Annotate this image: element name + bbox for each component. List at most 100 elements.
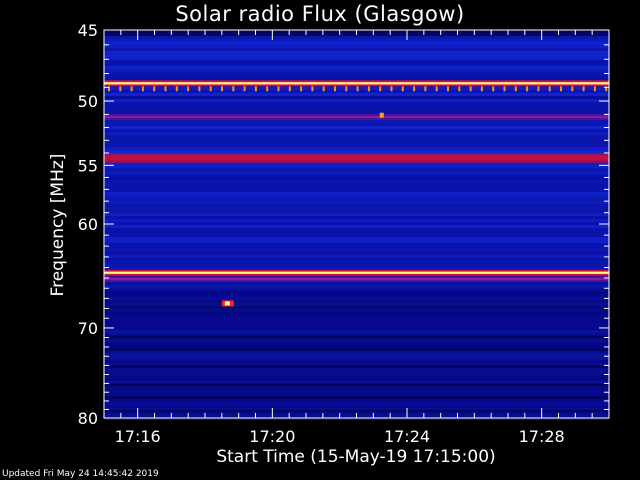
interference-spike [492, 86, 495, 92]
heatmap-row [104, 150, 609, 153]
heatmap-row [104, 231, 609, 234]
heatmap-row [104, 282, 609, 285]
heatmap-row [104, 312, 609, 315]
interference-spike [480, 86, 483, 92]
interference-spike [345, 86, 348, 92]
heatmap-row [104, 246, 609, 249]
x-tick-label: 17:16 [115, 427, 161, 446]
heatmap-row [104, 255, 609, 258]
heatmap-row [104, 354, 609, 357]
heatmap-row [104, 63, 609, 66]
heatmap-row [104, 183, 609, 186]
frequency-band [104, 271, 609, 274]
heatmap-dark-line [104, 365, 609, 368]
x-axis-label: Start Time (15-May-19 17:15:00) [216, 447, 495, 467]
heatmap-row [104, 90, 609, 93]
heatmap-low-region [104, 288, 609, 418]
chart-axes: 45 50 55 60 70 80 17:16 17:20 17:24 17:28 [78, 21, 610, 446]
heatmap-row [104, 72, 609, 75]
heatmap-row [104, 357, 609, 360]
heatmap-row [104, 324, 609, 327]
heatmap-row [104, 294, 609, 297]
burst-point [379, 112, 384, 118]
heatmap-row [104, 135, 609, 138]
heatmap-row [104, 366, 609, 369]
heatmap-dark-line [104, 335, 609, 338]
heatmap-row [104, 327, 609, 330]
heatmap-row [104, 237, 609, 240]
heatmap-row [104, 174, 609, 177]
heatmap-row [104, 123, 609, 126]
interference-spike [571, 86, 574, 92]
heatmap-row [104, 330, 609, 333]
interference-spike [458, 86, 461, 92]
heatmap-row [104, 204, 609, 207]
heatmap-row [104, 198, 609, 201]
heatmap-row [104, 216, 609, 219]
heatmap-row [104, 195, 609, 198]
heatmap-row [104, 186, 609, 189]
y-tick-label: 80 [78, 409, 98, 428]
heatmap-row [104, 93, 609, 96]
heatmap-row [104, 372, 609, 375]
heatmap-row [104, 48, 609, 51]
heatmap-row [104, 360, 609, 363]
heatmap-row [104, 291, 609, 294]
heatmap-row [104, 105, 609, 108]
heatmap-row [104, 177, 609, 180]
interference-spike [469, 86, 472, 92]
burst-core [224, 301, 230, 306]
heatmap-row [104, 219, 609, 222]
heatmap-row [104, 342, 609, 345]
heatmap-row [104, 75, 609, 78]
heatmap-row [104, 102, 609, 105]
heatmap-row [104, 339, 609, 342]
interference-spike [582, 86, 585, 92]
heatmap-row [104, 66, 609, 69]
heatmap-row [104, 303, 609, 306]
heatmap-row [104, 189, 609, 192]
interference-spike [367, 86, 370, 92]
heatmap-row [104, 288, 609, 291]
x-tick-label: 17:24 [384, 427, 430, 446]
interference-spike [435, 86, 438, 92]
interference-spike [141, 86, 144, 92]
heatmap-row [104, 222, 609, 225]
heatmap-row [104, 318, 609, 321]
heatmap-row [104, 78, 609, 81]
heatmap-row [104, 249, 609, 252]
heatmap-row [104, 99, 609, 102]
heatmap-row [104, 390, 609, 393]
heatmap-row [104, 165, 609, 168]
heatmap-row [104, 261, 609, 264]
heatmap-row [104, 111, 609, 114]
y-tick-label: 60 [78, 215, 98, 234]
heatmap-row [104, 267, 609, 270]
heatmap-row [104, 351, 609, 354]
heatmap-dark-line [104, 383, 609, 386]
heatmap-row [104, 393, 609, 396]
interference-spike [209, 86, 212, 92]
frequency-band [104, 278, 609, 281]
heatmap-row [104, 51, 609, 54]
heatmap-row [104, 147, 609, 150]
interference-spike [277, 86, 280, 92]
heatmap-row [104, 42, 609, 45]
interference-spike [379, 86, 382, 92]
interference-spike [300, 86, 303, 92]
frequency-band [104, 116, 609, 119]
heatmap-row [104, 252, 609, 255]
interference-spike [526, 86, 529, 92]
heatmap-row [104, 138, 609, 141]
heatmap-row [104, 405, 609, 408]
heatmap-row [104, 228, 609, 231]
heatmap-row [104, 108, 609, 111]
y-tick-label: 45 [78, 21, 98, 40]
interference-spike [548, 86, 551, 92]
interference-spike [537, 86, 540, 92]
heatmap-row [104, 141, 609, 144]
y-tick-label: 50 [78, 92, 98, 111]
interference-spike [108, 86, 110, 92]
y-axis-label: Frequency [MHz] [48, 154, 68, 297]
